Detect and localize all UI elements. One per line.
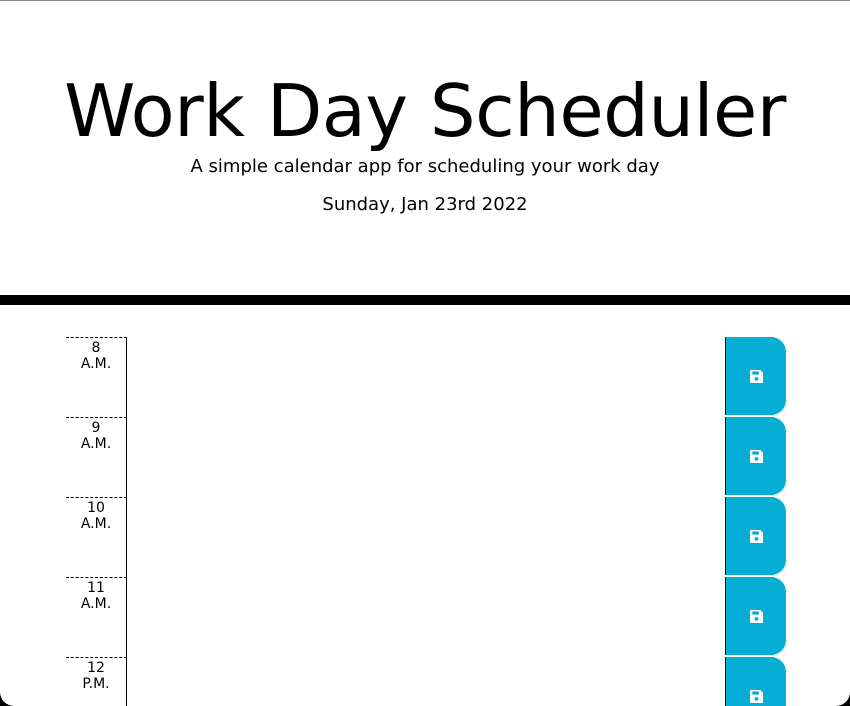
save-button[interactable] [726, 417, 786, 495]
hour-period: A.M. [80, 436, 112, 452]
save-button[interactable] [726, 337, 786, 415]
time-block: 8 A.M. [66, 337, 786, 417]
time-block: 9 A.M. [66, 417, 786, 497]
hour-number: 11 [87, 580, 105, 596]
floppy-disk-icon [749, 529, 763, 543]
hour-period: A.M. [80, 516, 112, 532]
floppy-disk-icon [749, 689, 763, 703]
hour-number: 8 [91, 340, 101, 356]
hour-period: A.M. [80, 356, 112, 372]
hour-period: P.M. [82, 676, 110, 692]
hour-number: 10 [87, 500, 105, 516]
floppy-disk-icon [749, 449, 763, 463]
hour-number: 12 [87, 660, 105, 676]
floppy-disk-icon [749, 609, 763, 623]
save-button[interactable] [726, 577, 786, 655]
header: Work Day Scheduler A simple calendar app… [0, 1, 850, 295]
description-input[interactable] [127, 497, 726, 577]
hour-number: 9 [91, 420, 101, 436]
current-day: Sunday, Jan 23rd 2022 [322, 194, 528, 215]
hour-label: 10 A.M. [66, 497, 127, 577]
time-block: 12 P.M. [66, 657, 786, 706]
page-subtitle: A simple calendar app for scheduling you… [190, 156, 660, 177]
page-title: Work Day Scheduler [64, 69, 786, 153]
description-input[interactable] [127, 657, 726, 706]
hour-label: 9 A.M. [66, 417, 127, 497]
header-divider [0, 295, 850, 305]
time-block: 10 A.M. [66, 497, 786, 577]
time-block: 11 A.M. [66, 577, 786, 657]
floppy-disk-icon [749, 369, 763, 383]
hour-label: 11 A.M. [66, 577, 127, 657]
description-input[interactable] [127, 577, 726, 657]
hour-label: 12 P.M. [66, 657, 127, 706]
description-input[interactable] [127, 417, 726, 497]
hour-label: 8 A.M. [66, 337, 127, 417]
save-button[interactable] [726, 497, 786, 575]
save-button[interactable] [726, 657, 786, 706]
hour-period: A.M. [80, 596, 112, 612]
description-input[interactable] [127, 337, 726, 417]
